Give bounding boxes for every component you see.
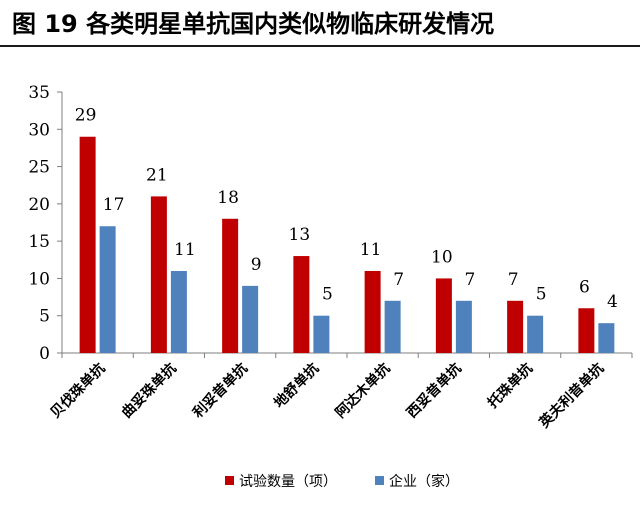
bar-trials: [507, 300, 524, 353]
y-tick-label: 30: [28, 120, 50, 140]
y-tick-label: 10: [28, 269, 50, 289]
bar-companies: [170, 270, 187, 353]
category-label: 曲妥珠单抗: [118, 360, 180, 422]
bar-companies: [455, 300, 472, 353]
bar-companies: [242, 285, 259, 353]
y-tick-label: 25: [28, 158, 50, 178]
bar-companies: [99, 226, 116, 353]
bar-companies: [313, 315, 330, 353]
data-label: 7: [508, 270, 519, 290]
data-label: 21: [146, 165, 168, 185]
category-label: 阿达木单抗: [332, 360, 394, 422]
data-label: 11: [360, 240, 382, 260]
y-tick-label: 15: [28, 232, 50, 252]
title-rule: [0, 45, 640, 47]
data-label: 11: [174, 240, 196, 260]
category-label: 托珠单抗: [484, 360, 536, 412]
data-label: 13: [289, 225, 311, 245]
y-tick-label: 0: [39, 344, 50, 364]
bar-trials: [364, 270, 381, 353]
y-tick-label: 35: [28, 83, 50, 103]
bar-trials: [578, 308, 595, 353]
y-tick-label: 20: [28, 195, 50, 215]
category-label: 西妥昔单抗: [403, 360, 465, 422]
chart-title: 图 19 各类明星单抗国内类似物临床研发情况: [12, 10, 495, 38]
bar-trials: [150, 196, 167, 353]
bar-companies: [527, 315, 544, 353]
y-tick-label: 5: [39, 307, 50, 327]
chart-legend: 试验数量（项） 企业（家）: [225, 473, 459, 490]
bar-companies: [384, 300, 401, 353]
bar-trials: [222, 218, 239, 353]
bar-trials: [435, 278, 452, 353]
data-label: 18: [217, 188, 239, 208]
chart-bars: [79, 136, 615, 353]
category-label: 英夫利昔单抗: [535, 360, 607, 432]
category-label: 贝伐珠单抗: [47, 360, 109, 422]
data-label: 29: [75, 106, 97, 126]
chart-category-labels: 贝伐珠单抗 曲妥珠单抗 利妥昔单抗 地舒单抗 阿达木单抗 西妥昔单抗 托珠单抗 英夫利昔单抗: [47, 360, 607, 432]
bar-trials: [79, 136, 96, 353]
data-label: 7: [464, 270, 475, 290]
bar-trials: [293, 256, 310, 353]
data-label: 7: [393, 270, 404, 290]
legend-label: 试验数量（项）: [239, 474, 337, 490]
bar-companies: [598, 323, 615, 353]
data-label: 5: [322, 285, 333, 305]
legend-label: 企业（家）: [389, 473, 459, 490]
category-label: 地舒单抗: [271, 360, 323, 412]
data-label: 5: [536, 285, 547, 305]
data-label: 4: [607, 292, 618, 312]
category-label: 利妥昔单抗: [189, 360, 251, 422]
data-label: 9: [251, 255, 262, 275]
data-label: 6: [579, 277, 590, 297]
legend-swatch: [375, 476, 384, 485]
data-label: 10: [431, 247, 453, 267]
legend-swatch: [225, 476, 234, 485]
data-label: 17: [103, 195, 125, 215]
